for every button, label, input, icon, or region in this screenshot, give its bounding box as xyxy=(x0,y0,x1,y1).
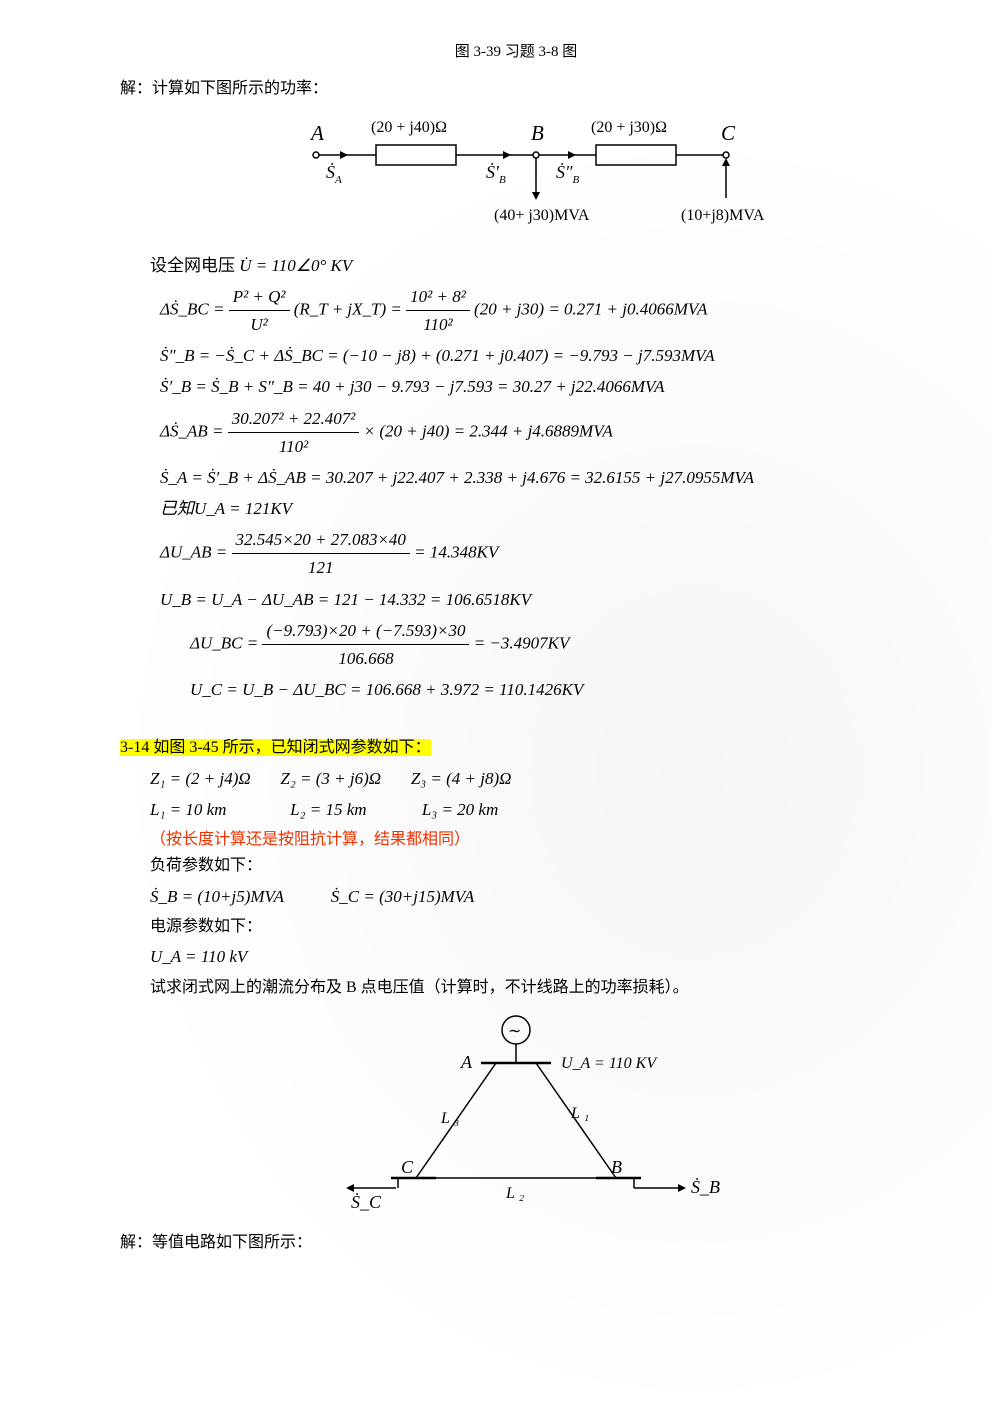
svg-text:∼: ∼ xyxy=(508,1023,521,1040)
eq-ua-known: 已知U_A = 121KV xyxy=(160,495,912,522)
eq-delta-ubc: ΔU_BC = (−9.793)×20 + (−7.593)×30106.668… xyxy=(190,617,912,672)
eq-sb-prime: Ṡ′_B = Ṡ_B + S″_B = 40 + j30 − 9.793 − j… xyxy=(160,373,912,400)
eq-delta-uab: ΔU_AB = 32.545×20 + 27.083×40121 = 14.34… xyxy=(160,526,912,581)
node-c2-label: C xyxy=(401,1157,414,1177)
eq-delta-sbc: ΔṠ_BC = P² + Q²U² (R_T + jX_T) = 10² + 8… xyxy=(160,283,912,338)
node-b-label: B xyxy=(531,121,544,145)
circuit-diagram-2: ∼ A U_A = 110 KV B C L ₂ L ₁ L ₃ Ṡ_C Ṡ_B xyxy=(296,1008,736,1218)
figure-caption: 图 3-39 习题 3-8 图 xyxy=(120,40,912,64)
sb-label: Ṡ_B xyxy=(691,1177,720,1197)
source-param-label: 电源参数如下： xyxy=(150,914,912,940)
q3-14-heading: 3-14 如图 3-45 所示，已知闭式网参数如下： xyxy=(120,735,912,761)
node-a2-label: A xyxy=(460,1052,473,1072)
eq-sa: Ṡ_A = Ṡ′_B + ΔṠ_AB = 30.207 + j22.407 + … xyxy=(160,464,912,491)
l1-label: L ₁ xyxy=(570,1105,589,1122)
load-b-label: (40+ j30)MVA xyxy=(494,207,590,224)
sc-label: Ṡ_C xyxy=(351,1192,382,1212)
circuit-diagram-1: A B C (20 + j40)Ω (20 + j30)Ω ṠA Ṡ′B Ṡ″B… xyxy=(256,110,776,240)
z-params: Z₁ = (2 + j4)Ω Z₂ = (3 + j6)Ω Z₃ = (4 + … xyxy=(150,765,912,792)
s-a-label: ṠA xyxy=(326,162,342,186)
solution-intro-1: 解：计算如下图所示的功率： xyxy=(120,76,912,102)
s-b-dprime-label: Ṡ″B xyxy=(556,162,580,186)
node-a-label: A xyxy=(309,121,324,145)
z-ab-label: (20 + j40)Ω xyxy=(371,119,447,136)
eq-sb-dprime: Ṡ″_B = −Ṡ_C + ΔṠ_BC = (−10 − j8) + (0.27… xyxy=(160,342,912,369)
eq-ub: U_B = U_A − ΔU_AB = 121 − 14.332 = 106.6… xyxy=(160,586,912,613)
eq-delta-sab: ΔṠ_AB = 30.207² + 22.407²110² × (20 + j4… xyxy=(160,405,912,460)
l2-label: L ₂ xyxy=(505,1185,525,1202)
load-c-label: (10+j8)MVA xyxy=(681,207,765,224)
z-bc-label: (20 + j30)Ω xyxy=(591,119,667,136)
l3-label: L ₃ xyxy=(440,1110,459,1127)
length-note: （按长度计算还是按阻抗计算，结果都相同） xyxy=(150,827,912,853)
voltage-assumption: 设全网电压 U̇ = 110∠0° KV xyxy=(150,252,912,279)
load-param-label: 负荷参数如下： xyxy=(150,853,912,879)
q3-14-ask: 试求闭式网上的潮流分布及 B 点电压值（计算时，不计线路上的功率损耗）。 xyxy=(150,975,912,1001)
solution-intro-2: 解：等值电路如下图所示： xyxy=(120,1230,912,1256)
load-params: Ṡ_B = (10+j5)MVA Ṡ_C = (30+j15)MVA xyxy=(150,883,912,910)
node-b2-label: B xyxy=(611,1157,622,1177)
s-b-prime-label: Ṡ′B xyxy=(486,162,506,186)
eq-uc: U_C = U_B − ΔU_BC = 106.668 + 3.972 = 11… xyxy=(190,676,912,703)
ua-label: U_A = 110 KV xyxy=(561,1055,658,1072)
node-c-label: C xyxy=(721,121,736,145)
ua-param: U_A = 110 kV xyxy=(150,943,912,970)
l-params: L₁ = 10 km L₂ = 15 km L₃ = 20 km xyxy=(150,796,912,823)
